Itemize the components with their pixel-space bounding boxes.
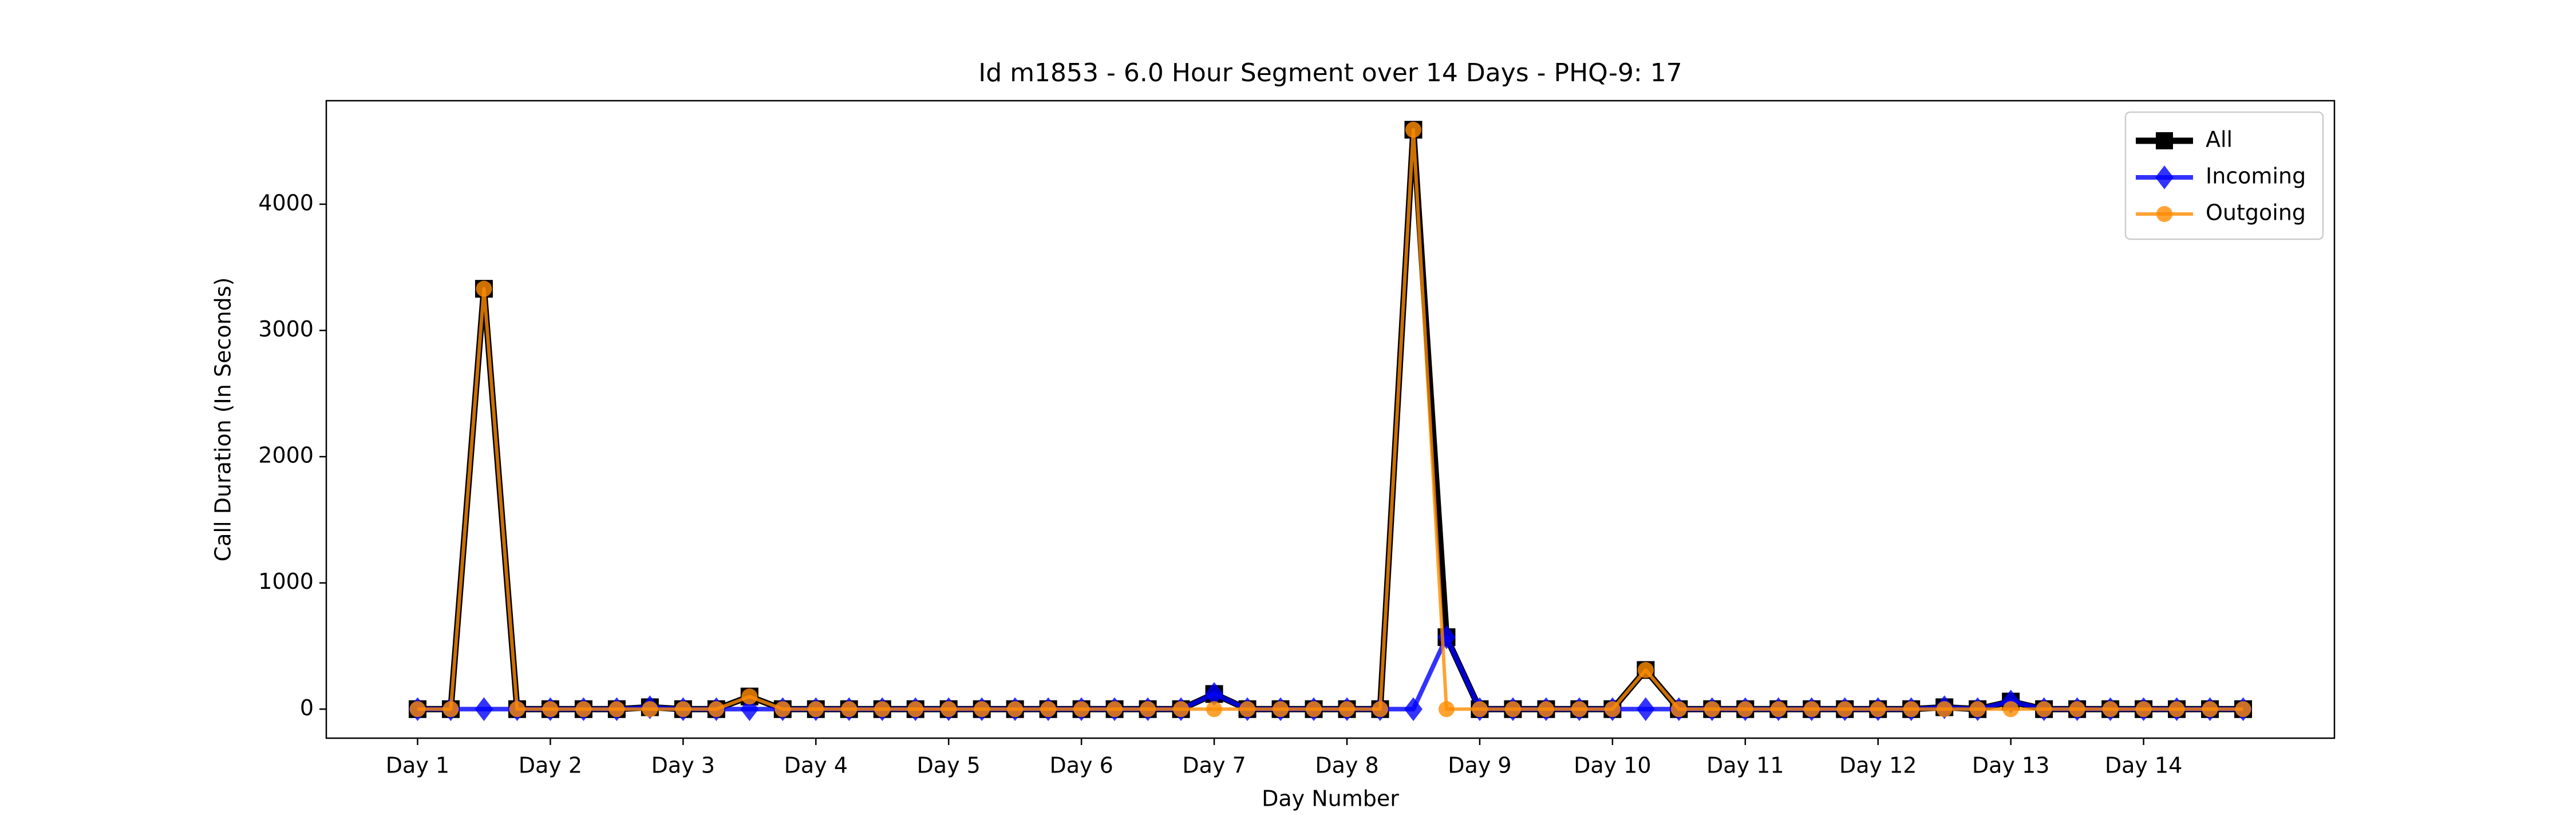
data-point bbox=[1504, 701, 1521, 718]
data-point bbox=[2235, 701, 2251, 718]
data-point bbox=[775, 701, 791, 718]
data-point bbox=[1306, 701, 1322, 718]
y-axis-label: Call Duration (In Seconds) bbox=[211, 278, 236, 562]
data-point bbox=[1636, 697, 1655, 722]
y-tick-label: 3000 bbox=[258, 316, 314, 342]
data-point bbox=[442, 701, 459, 718]
x-tick-label: Day 1 bbox=[386, 753, 449, 778]
data-point bbox=[1637, 661, 1654, 678]
data-point bbox=[1870, 701, 1886, 718]
data-point bbox=[2102, 701, 2119, 718]
data-point bbox=[2202, 701, 2218, 718]
series-line bbox=[417, 635, 2243, 712]
data-point bbox=[575, 701, 592, 718]
data-point bbox=[1206, 701, 1223, 718]
series-line bbox=[417, 126, 2243, 712]
plot-area bbox=[408, 121, 2253, 722]
y-tick-label: 0 bbox=[300, 695, 314, 720]
data-point bbox=[509, 701, 526, 718]
data-point bbox=[1205, 682, 1224, 706]
data-point bbox=[1007, 701, 1024, 718]
data-point bbox=[974, 701, 990, 718]
legend-marker bbox=[2156, 132, 2173, 149]
series-line bbox=[417, 128, 2243, 711]
data-point bbox=[1571, 701, 1587, 718]
data-point bbox=[1338, 701, 1355, 718]
x-axis-label: Day Number bbox=[1262, 786, 1399, 811]
data-point bbox=[476, 280, 492, 297]
plot-frame bbox=[325, 100, 2336, 739]
data-point bbox=[1372, 701, 1388, 718]
data-point bbox=[475, 697, 493, 722]
x-tick-label: Day 2 bbox=[519, 753, 582, 778]
data-point bbox=[874, 701, 891, 718]
data-point bbox=[542, 701, 559, 718]
data-point bbox=[1903, 701, 1919, 718]
data-point bbox=[708, 701, 725, 718]
data-point bbox=[1471, 701, 1488, 718]
legend-label: Outgoing bbox=[2206, 200, 2306, 225]
data-point bbox=[642, 701, 658, 718]
data-point bbox=[740, 697, 759, 722]
legend-marker bbox=[2155, 165, 2174, 189]
data-point bbox=[1405, 121, 1421, 138]
data-point bbox=[1803, 701, 1820, 718]
data-point bbox=[1538, 701, 1554, 718]
y-tick-label: 2000 bbox=[258, 443, 314, 468]
data-point bbox=[1073, 701, 1090, 718]
x-tick-label: Day 7 bbox=[1182, 753, 1246, 778]
x-tick-label: Day 6 bbox=[1049, 753, 1113, 778]
data-point bbox=[2002, 701, 2019, 718]
x-tick-label: Day 5 bbox=[917, 753, 981, 778]
data-point bbox=[2168, 701, 2185, 718]
data-point bbox=[1969, 701, 1986, 718]
data-point bbox=[1836, 701, 1853, 718]
data-point bbox=[1173, 701, 1190, 718]
data-point bbox=[2069, 701, 2085, 718]
data-point bbox=[1404, 697, 1423, 722]
data-point bbox=[907, 701, 924, 718]
data-point bbox=[808, 701, 824, 718]
data-point bbox=[1273, 701, 1289, 718]
x-tick-label: Day 12 bbox=[1839, 753, 1917, 778]
y-tick-label: 1000 bbox=[258, 569, 314, 594]
data-point bbox=[2135, 701, 2152, 718]
data-point bbox=[1140, 701, 1156, 718]
data-point bbox=[1107, 701, 1123, 718]
x-tick-label: Day 4 bbox=[784, 753, 848, 778]
data-point bbox=[1040, 701, 1057, 718]
data-point bbox=[609, 701, 625, 718]
data-point bbox=[741, 688, 758, 705]
x-tick-label: Day 13 bbox=[1972, 753, 2049, 778]
data-point bbox=[409, 701, 426, 718]
x-tick-label: Day 14 bbox=[2105, 753, 2182, 778]
data-point bbox=[1770, 701, 1787, 718]
chart-title: Id m1853 - 6.0 Hour Segment over 14 Days… bbox=[978, 58, 1682, 88]
y-tick-label: 4000 bbox=[258, 190, 314, 215]
legend-marker bbox=[2156, 206, 2172, 222]
data-point bbox=[1239, 701, 1256, 718]
data-point bbox=[675, 701, 692, 718]
data-point bbox=[1604, 701, 1621, 718]
data-point bbox=[1670, 701, 1687, 718]
data-point bbox=[1737, 701, 1753, 718]
x-tick-label: Day 10 bbox=[1574, 753, 1651, 778]
legend-label: All bbox=[2206, 127, 2233, 152]
x-tick-label: Day 11 bbox=[1706, 753, 1784, 778]
legend-label: Incoming bbox=[2206, 164, 2306, 189]
x-tick-label: Day 9 bbox=[1448, 753, 1511, 778]
data-point bbox=[2036, 701, 2052, 718]
x-tick-label: Day 8 bbox=[1315, 753, 1378, 778]
data-point bbox=[1936, 701, 1953, 718]
x-tick-label: Day 3 bbox=[651, 753, 715, 778]
data-point bbox=[941, 701, 957, 718]
data-point bbox=[1704, 701, 1720, 718]
data-point bbox=[841, 701, 858, 718]
data-point bbox=[1438, 701, 1455, 718]
